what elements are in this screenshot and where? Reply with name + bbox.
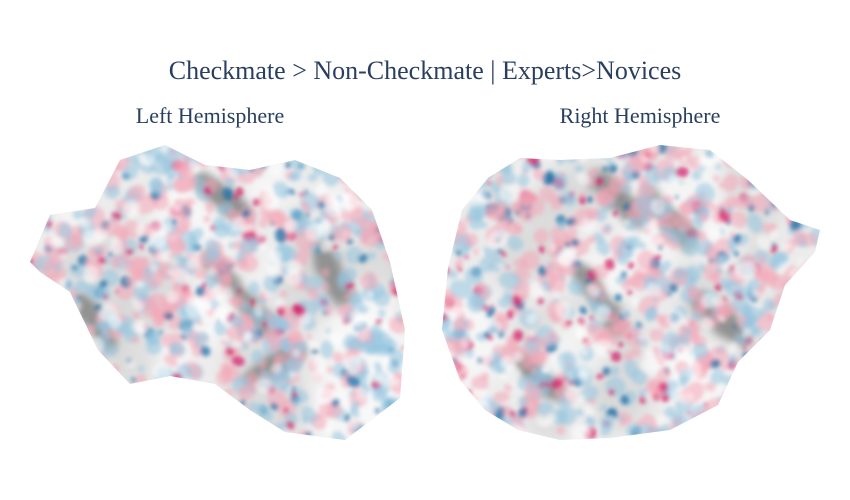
left-hemisphere-title: Left Hemisphere: [135, 103, 285, 128]
right-hemisphere-flatmap: [442, 145, 820, 440]
right-hemisphere-title: Right Hemisphere: [559, 103, 721, 128]
figure-title: Checkmate > Non-Checkmate | Experts>Novi…: [168, 56, 682, 85]
left-hemisphere-flatmap: [30, 145, 405, 440]
